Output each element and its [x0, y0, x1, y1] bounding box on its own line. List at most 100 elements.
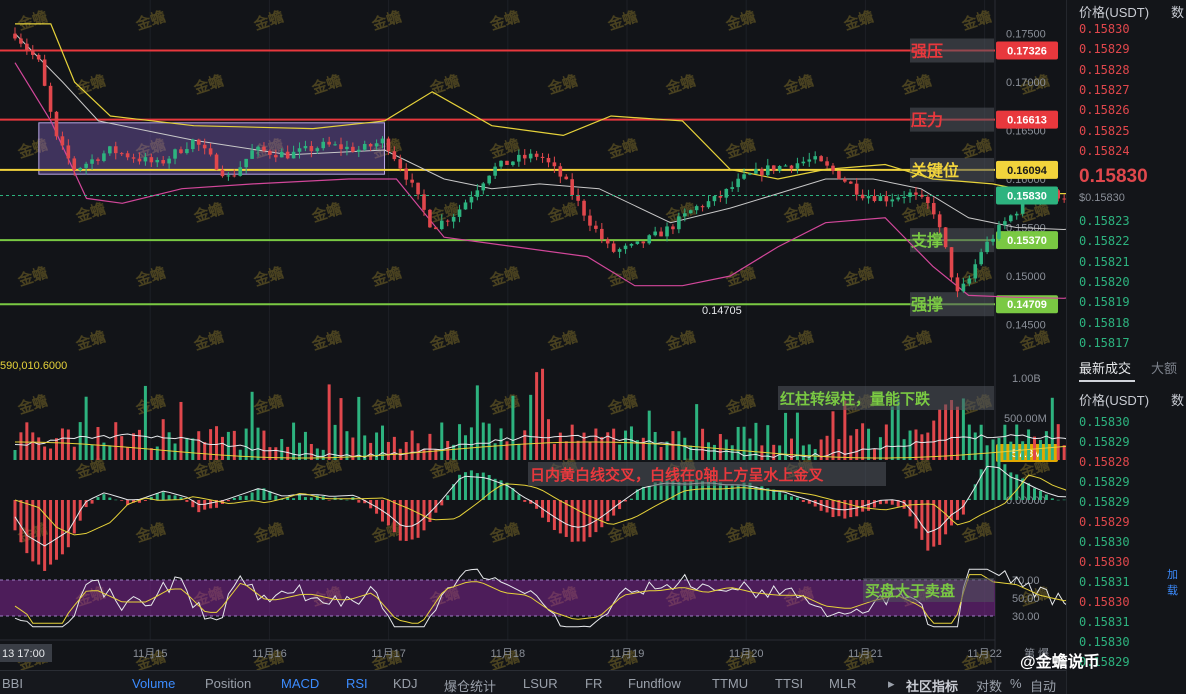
rsi-level-tick: 30.00: [1012, 611, 1040, 623]
macd-histogram-bar: [309, 497, 313, 500]
indicator-tab[interactable]: Fundflow: [628, 676, 681, 691]
trade-row[interactable]: 0.15830: [1079, 555, 1130, 569]
indicator-tab[interactable]: LSUR: [523, 676, 558, 691]
indicator-tab[interactable]: TTSI: [775, 676, 804, 691]
ask-row[interactable]: 0.15829: [1079, 42, 1130, 57]
ask-row[interactable]: 0.15828: [1079, 62, 1130, 77]
volume-bar: [197, 431, 201, 460]
trade-row[interactable]: 0.15830: [1079, 635, 1130, 649]
volume-bar: [37, 437, 41, 460]
volume-bar: [90, 444, 94, 460]
candle-body: [576, 194, 580, 201]
volume-bar: [49, 448, 53, 460]
bid-row[interactable]: 0.15823: [1079, 214, 1130, 228]
candle-body: [979, 252, 983, 265]
macd-histogram-bar: [624, 500, 628, 502]
bid-row[interactable]: 0.15817: [1079, 335, 1130, 350]
macd-histogram-bar: [789, 496, 793, 500]
volume-bar: [19, 432, 23, 460]
volume-bar: [60, 428, 64, 460]
macd-histogram-bar: [712, 480, 716, 500]
ask-row[interactable]: 0.15830: [1079, 22, 1130, 36]
trade-row[interactable]: 0.15829: [1079, 515, 1130, 529]
arrow-icon[interactable]: ▸: [888, 676, 895, 691]
tab-large-trades[interactable]: 大额: [1151, 361, 1178, 376]
ask-row[interactable]: 0.15825: [1079, 123, 1130, 138]
trade-row[interactable]: 0.15830: [1079, 535, 1130, 549]
volume-bar: [215, 426, 219, 460]
macd-histogram-bar: [570, 500, 574, 542]
trade-row[interactable]: 0.15831: [1079, 615, 1130, 629]
indicator-tab[interactable]: Position: [205, 676, 252, 691]
indicator-tab[interactable]: MACD: [281, 676, 320, 691]
volume-bar: [167, 432, 171, 460]
candle-body: [202, 144, 207, 149]
time-axis-tick: 11月19: [610, 648, 645, 660]
bid-row[interactable]: 0.15820: [1079, 274, 1130, 289]
candle-body: [374, 143, 379, 147]
trade-row[interactable]: 0.15831: [1079, 575, 1130, 589]
macd-histogram-bar: [463, 472, 467, 500]
volume-bar: [487, 423, 491, 460]
volume-bar: [126, 447, 130, 460]
loading-link[interactable]: 加载: [1167, 569, 1178, 597]
volume-bar: [606, 432, 610, 460]
ask-row[interactable]: 0.15827: [1079, 82, 1130, 97]
trade-row[interactable]: 0.15829: [1079, 655, 1130, 669]
candle-body: [997, 225, 1001, 239]
indicator-tab[interactable]: KDJ: [393, 676, 418, 691]
tab-community-indicators[interactable]: 社区指标: [906, 679, 959, 694]
macd-histogram-bar: [647, 486, 651, 500]
trade-row[interactable]: 0.15829: [1079, 495, 1130, 509]
tab-latest-trades[interactable]: 最新成交: [1079, 361, 1132, 376]
volume-bar: [458, 424, 462, 460]
candle-body: [718, 196, 723, 198]
trade-row[interactable]: 0.15828: [1079, 455, 1130, 469]
auto-scale-toggle[interactable]: 自动: [1030, 679, 1057, 694]
trade-row[interactable]: 0.15830: [1079, 595, 1130, 609]
percent-scale-toggle[interactable]: %: [1010, 676, 1022, 691]
bid-row[interactable]: 0.15821: [1079, 254, 1130, 269]
candle-body: [90, 159, 94, 164]
candle-body: [677, 216, 681, 230]
volume-bar: [742, 426, 746, 460]
indicator-tab[interactable]: RSI: [346, 676, 368, 691]
indicator-tab[interactable]: TTMU: [712, 676, 749, 691]
macd-histogram-bar: [96, 497, 100, 500]
candle-body: [789, 165, 794, 169]
volume-bar: [973, 432, 977, 460]
ask-row[interactable]: 0.15826: [1079, 103, 1130, 118]
candle-body: [72, 158, 77, 171]
volume-bar: [463, 435, 467, 460]
trade-row[interactable]: 0.15829: [1079, 475, 1130, 489]
candle-body: [795, 163, 800, 169]
active-tab-underline: [1079, 380, 1135, 382]
candle-body: [653, 231, 657, 236]
time-axis-edge-label: 第 爆: [1024, 646, 1049, 660]
volume-bar: [475, 385, 479, 460]
indicator-tab[interactable]: 爆仓统计: [444, 679, 497, 694]
log-scale-toggle[interactable]: 对数: [976, 679, 1003, 694]
time-axis-tick: 11月20: [729, 648, 764, 660]
macd-histogram-bar: [837, 500, 841, 517]
indicator-tab[interactable]: Volume: [132, 676, 176, 691]
volume-bar: [635, 440, 639, 460]
volume-bar: [695, 404, 699, 460]
volume-bar: [855, 429, 859, 460]
bid-row[interactable]: 0.15819: [1079, 295, 1130, 310]
macd-histogram-bar: [179, 497, 183, 500]
indicator-tab[interactable]: FR: [585, 676, 603, 691]
indicator-tab[interactable]: MLR: [829, 676, 857, 691]
candle-body: [617, 249, 622, 252]
candle-body: [167, 158, 171, 164]
bid-row[interactable]: 0.15822: [1079, 234, 1130, 249]
candle-body: [19, 38, 23, 44]
trade-row[interactable]: 0.15830: [1079, 415, 1130, 429]
bid-row[interactable]: 0.15818: [1079, 315, 1130, 330]
candle-body: [807, 159, 812, 162]
trade-row[interactable]: 0.15829: [1079, 435, 1130, 449]
ask-row[interactable]: 0.15824: [1079, 143, 1130, 158]
macd-histogram-bar: [416, 500, 420, 538]
